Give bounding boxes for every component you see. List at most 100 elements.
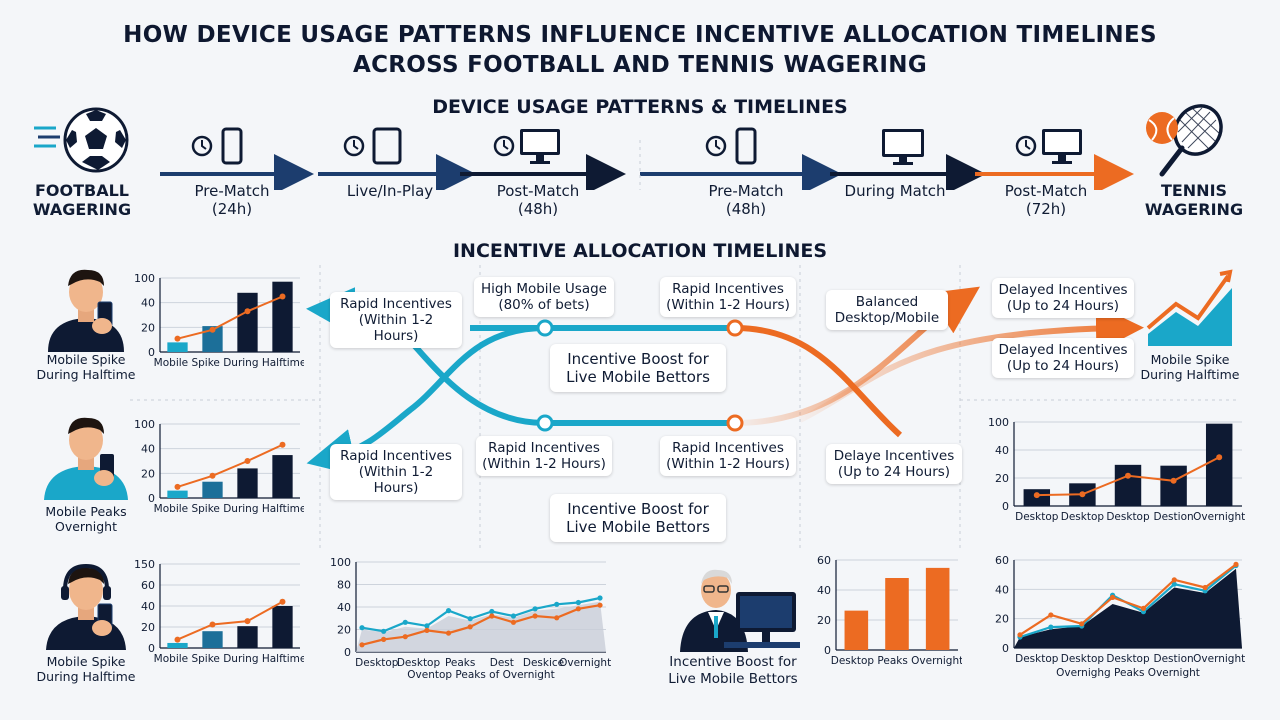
orange-point (554, 615, 560, 621)
trend-point (209, 326, 216, 333)
teal-point (359, 625, 365, 631)
y-tick-label: 0 (344, 646, 351, 659)
x-tick-label: Peaks (445, 657, 475, 669)
y-tick-label: 20 (817, 614, 831, 627)
orange-point (467, 624, 473, 630)
y-tick-label: 60 (817, 554, 831, 567)
orange-point (359, 642, 365, 648)
card-rapid-left-mid: Rapid Incentives (Within 1-2 Hours) (330, 444, 462, 500)
bar (202, 481, 223, 498)
x-axis-label: Oventop Peaks of Overnight (407, 669, 554, 681)
teal-point (489, 608, 495, 615)
trend-point (174, 483, 181, 490)
y-tick-label: 0 (148, 492, 155, 505)
trend-point (209, 621, 216, 628)
teal-point (445, 608, 452, 614)
bar (167, 490, 188, 498)
teal-point (467, 616, 473, 622)
card-delayed-mid: Delayed Incentives (Up to 24 Hours) (992, 338, 1134, 378)
x-tick-label: Desktop (1061, 653, 1105, 665)
main-title-line2: ACROSS FOOTBALL AND TENNIS WAGERING (353, 52, 927, 78)
trend-line (177, 600, 283, 641)
orange-point (510, 619, 517, 625)
trend-point (1079, 491, 1086, 498)
y-tick-label: 40 (141, 443, 155, 456)
orange-point (445, 630, 452, 636)
y-tick-label: 0 (1002, 642, 1009, 655)
timeline-section-title: DEVICE USAGE PATTERNS & TIMELINES (432, 96, 848, 118)
trend-point (1125, 472, 1131, 479)
y-tick-label: 40 (995, 583, 1009, 596)
card-boost-top: Incentive Boost for Live Mobile Bettors (550, 344, 726, 392)
orange-point (1233, 561, 1239, 567)
x-axis-label: Desktop Peaks Overnight (831, 655, 962, 667)
football-stage-2-label: Live/In-Play (346, 182, 434, 200)
tennis-stage-2-label: During Match (844, 182, 946, 200)
card-rapid-center-mid: Rapid Incentives (Within 1-2 Hours) (476, 436, 612, 476)
monitor-icon-tennis (882, 129, 924, 165)
trend-point (1170, 477, 1177, 484)
orange-point (597, 602, 603, 608)
tennis-stage-1-label: Pre-Match (48h) (708, 182, 784, 218)
trend-line (177, 295, 283, 340)
bar (167, 642, 188, 648)
y-tick-label: 40 (337, 601, 351, 614)
person-phone-icon-2 (44, 417, 128, 500)
y-tick-label: 0 (1002, 500, 1009, 513)
x-tick-label: Overnight (1193, 511, 1245, 523)
bar (1160, 465, 1187, 506)
teal-point (554, 601, 560, 607)
area-fill (356, 601, 606, 652)
monitor-clock-icon-tennis (1015, 129, 1082, 164)
bar (237, 292, 258, 352)
orange-point (1140, 605, 1147, 611)
teal-point (532, 606, 538, 612)
card-boost-bottom: Incentive Boost for Live Mobile Bettors (550, 494, 726, 542)
x-tick-label: Desktop (1106, 511, 1150, 523)
teal-point (1048, 624, 1054, 630)
football-stage-1-label: Pre-Match (24h) (194, 182, 270, 218)
x-axis-label: Overnighg Peaks Overnight (1056, 667, 1200, 679)
football-wagering-label: FOOTBALL WAGERING (32, 181, 132, 219)
bar (202, 631, 223, 648)
bar (925, 567, 950, 650)
timeline-arrows (160, 140, 1134, 190)
desk-person-caption: Incentive Boost for Live Mobile Bettors (668, 654, 798, 687)
trend-point (279, 441, 286, 448)
card-rapid-right-mid: Rapid Incentives (Within 1-2 Hours) (660, 436, 796, 476)
main-title-line1: HOW DEVICE USAGE PATTERNS INFLUENCE INCE… (123, 22, 1157, 48)
y-tick-label: 40 (141, 297, 155, 310)
person-headset-phone-icon (46, 563, 126, 650)
y-tick-label: 40 (817, 584, 831, 597)
x-tick-label: Deskice (523, 657, 564, 669)
y-tick-label: 0 (148, 642, 155, 655)
y-tick-label: 80 (337, 579, 351, 592)
tennis-icon (1146, 104, 1223, 177)
card-high-mobile-usage: High Mobile Usage (80% of bets) (474, 277, 614, 317)
x-axis-label: Mobile Spike During Halftime (154, 653, 304, 665)
orange-point (489, 613, 495, 619)
y-tick-label: 20 (141, 621, 155, 634)
x-tick-label: Overnight (1193, 653, 1245, 665)
person-1-caption: Mobile Spike During Halftime (36, 352, 136, 382)
area-fill (1014, 568, 1242, 648)
teal-point (597, 595, 603, 601)
bar (237, 468, 258, 498)
orange-point (381, 636, 387, 642)
desktop-user-icon (680, 569, 800, 652)
card-delayed-top: Delayed Incentives (Up to 24 Hours) (992, 278, 1134, 318)
person-2-caption: Mobile Peaks Overnight (45, 504, 127, 534)
y-tick-label: 40 (141, 600, 155, 613)
person-phone-icon-1 (48, 269, 124, 352)
card-rapid-right-top: Rapid Incentives (Within 1-2 Hours) (660, 277, 796, 317)
bar (1114, 464, 1142, 506)
orange-point (1079, 621, 1085, 627)
bar (237, 626, 258, 648)
orange-point (532, 613, 538, 619)
orange-point (1109, 594, 1116, 600)
x-tick-label: Overnight (559, 657, 611, 669)
orange-point (1171, 577, 1177, 583)
